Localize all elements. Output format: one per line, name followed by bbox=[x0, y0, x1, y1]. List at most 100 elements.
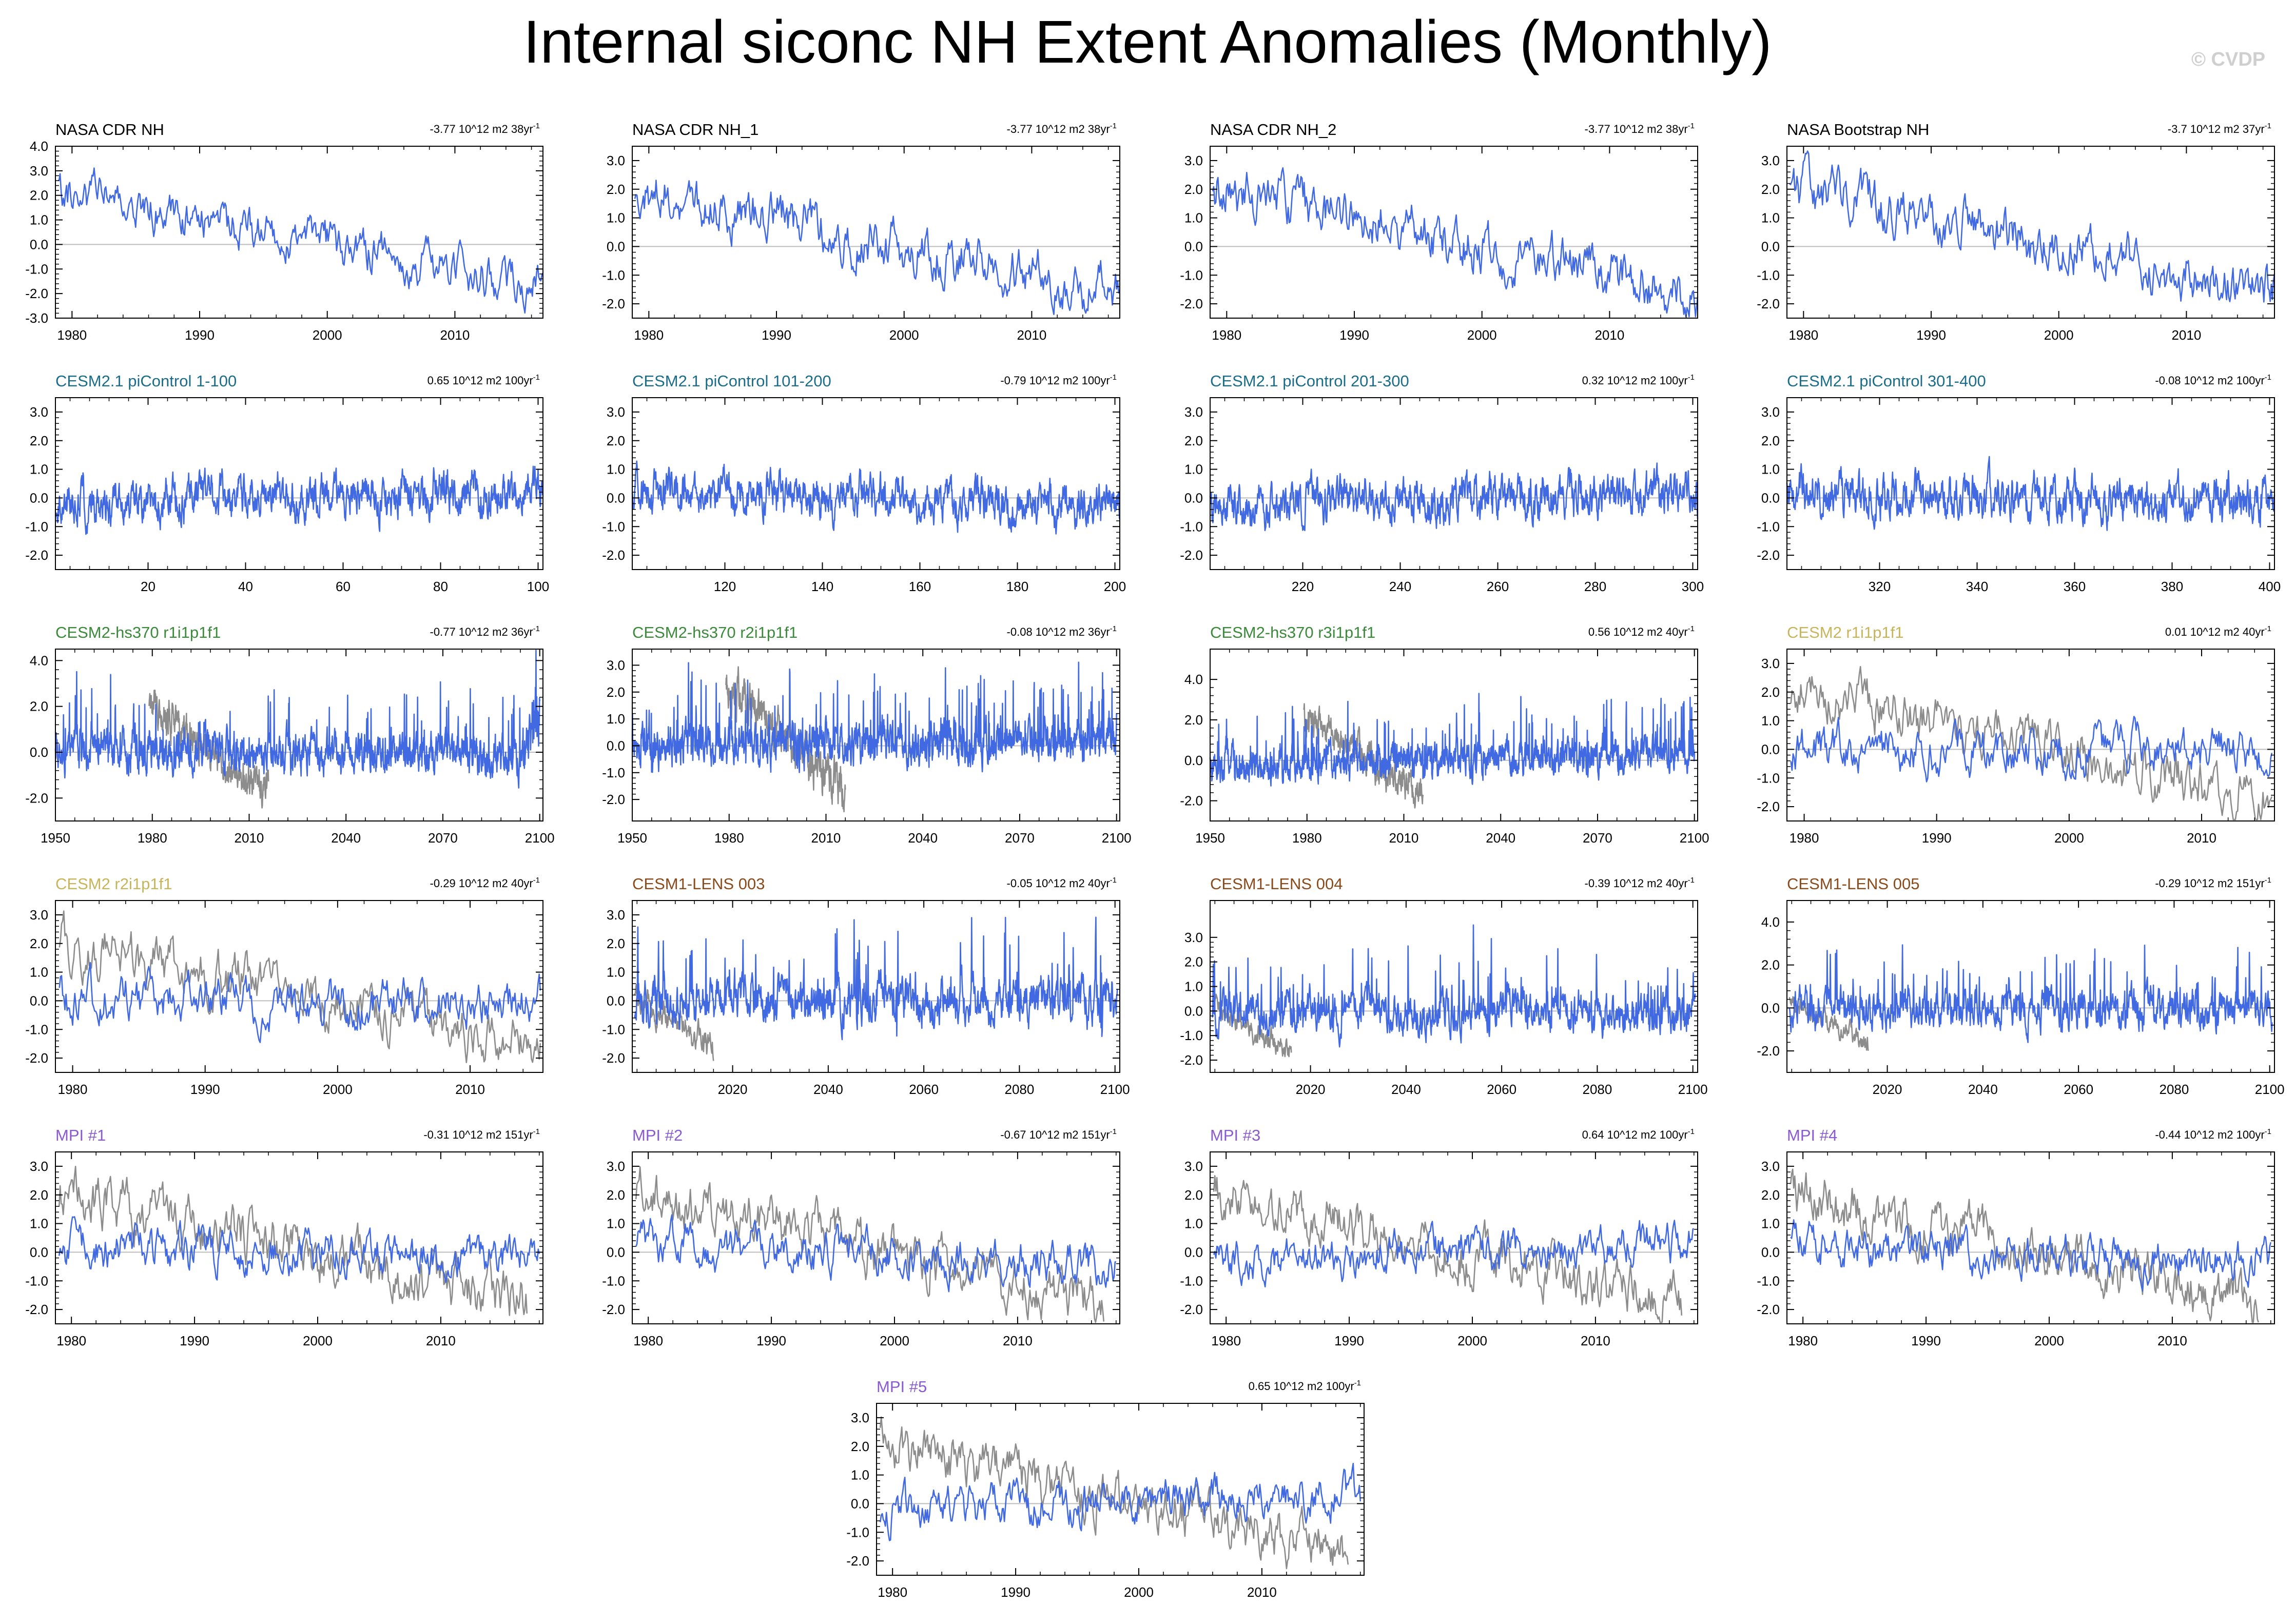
panel-trend: -0.39 10^12 m2 40yr-1 bbox=[1585, 876, 1695, 890]
chart-panel: NASA CDR NH_1 -3.77 10^12 m2 38yr-1 3.0 2.0… bbox=[602, 121, 1121, 343]
y-tick-label: 4.0 bbox=[1761, 914, 1780, 930]
y-tick-label: 0.0 bbox=[607, 239, 625, 254]
plot-frame bbox=[632, 900, 1120, 1073]
x-tick-label: 1980 bbox=[1788, 1333, 1818, 1348]
y-tick-label: 0.0 bbox=[30, 993, 48, 1008]
chart-panel: NASA CDR NH -3.77 10^12 m2 38yr-1 4.0 3.0 2.… bbox=[25, 121, 544, 343]
series-line bbox=[58, 1165, 528, 1316]
y-tick-label: -2.0 bbox=[25, 790, 48, 806]
x-tick-label: 2070 bbox=[1583, 830, 1612, 846]
x-tick-label: 2100 bbox=[2255, 1082, 2285, 1097]
series-line bbox=[59, 962, 541, 1043]
y-tick-label: 3.0 bbox=[30, 907, 48, 923]
y-tick-label: 0.0 bbox=[1761, 1000, 1780, 1015]
y-tick-label: -1.0 bbox=[1180, 267, 1203, 283]
x-tick-label: 2000 bbox=[1467, 327, 1497, 343]
panel-title: CESM2 r2i1p1f1 bbox=[55, 875, 172, 893]
y-tick-label: 2.0 bbox=[1761, 957, 1780, 973]
y-tick-label: -1.0 bbox=[25, 1273, 48, 1288]
series-line bbox=[1790, 666, 2273, 820]
y-tick-label: -2.0 bbox=[1757, 296, 1780, 311]
y-tick-label: 3.0 bbox=[30, 1159, 48, 1174]
y-tick-label: 0.0 bbox=[1761, 741, 1780, 757]
panel-title: NASA CDR NH_1 bbox=[632, 121, 758, 139]
y-tick-label: -2.0 bbox=[1180, 1302, 1203, 1317]
x-tick-label: 400 bbox=[2259, 579, 2281, 594]
x-tick-label: 2060 bbox=[909, 1082, 939, 1097]
panel-trend: -0.29 10^12 m2 40yr-1 bbox=[430, 876, 540, 890]
x-tick-label: 2020 bbox=[1873, 1082, 1902, 1097]
series-line bbox=[1209, 693, 1695, 787]
y-tick-label: 3.0 bbox=[1761, 404, 1780, 420]
series-line bbox=[59, 910, 541, 1064]
x-tick-label: 200 bbox=[1104, 579, 1126, 594]
x-tick-label: 280 bbox=[1584, 579, 1606, 594]
panel-trend: -0.77 10^12 m2 36yr-1 bbox=[430, 624, 540, 638]
y-tick-label: -2.0 bbox=[846, 1553, 869, 1569]
y-tick-label: 0.0 bbox=[1184, 239, 1203, 254]
y-tick-label: 0.0 bbox=[607, 993, 625, 1008]
x-tick-label: 1980 bbox=[878, 1584, 907, 1600]
y-tick-label: 0.0 bbox=[1184, 490, 1203, 505]
y-tick-label: 1.0 bbox=[607, 1216, 625, 1231]
panel-title: MPI #3 bbox=[1210, 1126, 1260, 1144]
y-tick-label: 3.0 bbox=[30, 163, 48, 179]
y-tick-label: 1.0 bbox=[607, 711, 625, 727]
x-tick-label: 2100 bbox=[1102, 830, 1132, 846]
y-tick-label: 2.0 bbox=[30, 1187, 48, 1203]
plot-frame bbox=[1210, 649, 1698, 821]
x-tick-label: 2010 bbox=[1594, 327, 1624, 343]
y-tick-label: 2.0 bbox=[30, 936, 48, 951]
y-tick-label: 3.0 bbox=[607, 1159, 625, 1174]
x-tick-label: 1980 bbox=[1788, 327, 1818, 343]
y-tick-label: 1.0 bbox=[1761, 210, 1780, 226]
panel-trend: 0.01 10^12 m2 40yr-1 bbox=[2165, 624, 2271, 638]
panel-trend: -0.67 10^12 m2 151yr-1 bbox=[1000, 1127, 1117, 1141]
x-tick-label: 2060 bbox=[2064, 1082, 2093, 1097]
y-tick-label: 0.0 bbox=[851, 1496, 869, 1511]
y-tick-label: 2.0 bbox=[851, 1439, 869, 1454]
plot-frame bbox=[1210, 900, 1698, 1073]
panel-title: CESM2-hs370 r2i1p1f1 bbox=[632, 623, 798, 641]
x-tick-label: 2000 bbox=[880, 1333, 909, 1348]
y-tick-label: 0.0 bbox=[607, 1244, 625, 1260]
y-tick-label: 2.0 bbox=[30, 433, 48, 448]
y-tick-label: 1.0 bbox=[30, 1216, 48, 1231]
chart-panel: CESM2-hs370 r3i1p1f1 0.56 10^12 m2 40yr-1… bbox=[1180, 623, 1709, 846]
chart-panel: CESM2 r1i1p1f1 0.01 10^12 m2 40yr-1 3.0 2.0… bbox=[1757, 623, 2275, 846]
panel-trend: -0.31 10^12 m2 151yr-1 bbox=[423, 1127, 540, 1141]
y-tick-label: 3.0 bbox=[1184, 930, 1203, 945]
x-tick-label: 2020 bbox=[1296, 1082, 1326, 1097]
series-line bbox=[879, 1462, 1362, 1541]
panel-title: CESM1-LENS 005 bbox=[1787, 875, 1919, 893]
series-line bbox=[1786, 456, 2275, 531]
series-line bbox=[635, 1166, 1105, 1323]
panel-title: NASA Bootstrap NH bbox=[1787, 121, 1929, 139]
y-tick-label: 2.0 bbox=[1761, 1187, 1780, 1203]
y-tick-label: 1.0 bbox=[1184, 1216, 1203, 1231]
plot-frame bbox=[1210, 1151, 1698, 1324]
x-tick-label: 2010 bbox=[235, 830, 264, 846]
y-tick-label: 0.0 bbox=[1761, 1244, 1780, 1260]
y-tick-label: 4.0 bbox=[30, 139, 48, 154]
x-tick-label: 2080 bbox=[1004, 1082, 1034, 1097]
series-line bbox=[1213, 1220, 1694, 1288]
y-tick-label: 0.0 bbox=[607, 738, 625, 753]
y-tick-label: -2.0 bbox=[25, 1050, 48, 1066]
y-tick-label: -2.0 bbox=[1757, 547, 1780, 563]
y-tick-label: 1.0 bbox=[1184, 979, 1203, 994]
y-tick-label: -2.0 bbox=[602, 1302, 625, 1317]
x-tick-label: 1980 bbox=[57, 327, 87, 343]
x-tick-label: 2010 bbox=[1581, 1333, 1610, 1348]
y-tick-label: -2.0 bbox=[1180, 793, 1203, 809]
x-tick-label: 1990 bbox=[1001, 1584, 1030, 1600]
x-tick-label: 2100 bbox=[525, 830, 555, 846]
series-line bbox=[635, 1214, 1117, 1293]
chart-panel: CESM2.1 piControl 301-400 -0.08 10^12 m2 … bbox=[1757, 372, 2281, 594]
chart-panel: MPI #2 -0.67 10^12 m2 151yr-1 3.0 2.0 1.0 0.0… bbox=[602, 1126, 1120, 1348]
panel-title: CESM2 r1i1p1f1 bbox=[1787, 623, 1903, 641]
x-tick-label: 1990 bbox=[1339, 327, 1369, 343]
panel-title: CESM2-hs370 r3i1p1f1 bbox=[1210, 623, 1375, 641]
y-tick-label: 3.0 bbox=[607, 657, 625, 673]
x-tick-label: 1980 bbox=[634, 327, 664, 343]
